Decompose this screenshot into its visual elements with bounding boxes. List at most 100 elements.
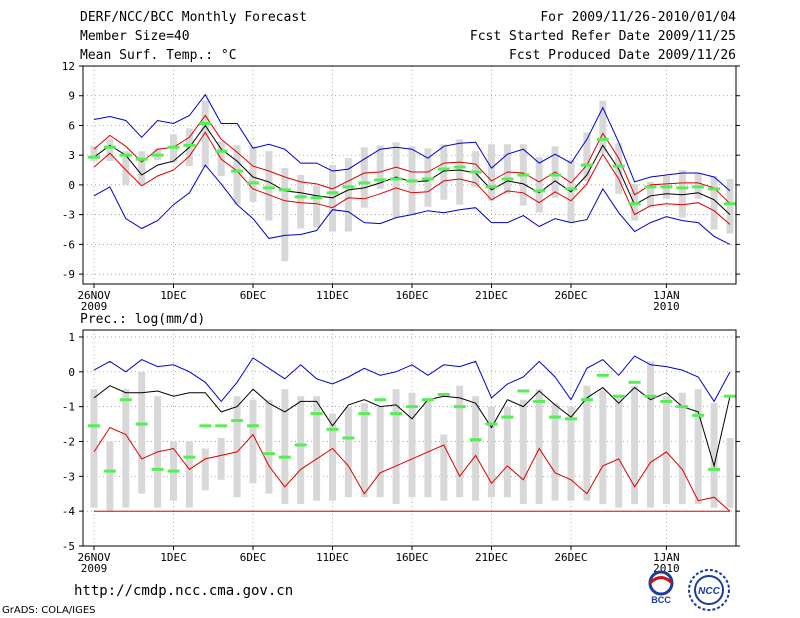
variable-label: Mean Surf. Temp.: °C — [80, 48, 237, 63]
median-marker — [533, 399, 546, 403]
spread-bar — [138, 371, 146, 494]
median-marker — [103, 145, 116, 149]
median-marker — [612, 394, 625, 398]
x-tick-label: 1DEC — [160, 551, 187, 564]
median-marker — [421, 177, 434, 181]
spread-bar — [185, 441, 193, 508]
median-marker — [644, 185, 657, 189]
spread-bar — [249, 399, 257, 484]
x-tick-label: 11DEC — [316, 289, 349, 302]
plot-frame — [82, 329, 737, 547]
spread-bar — [662, 396, 670, 505]
spread-bar — [329, 413, 336, 501]
spread-bar — [440, 144, 448, 200]
median-marker — [183, 143, 196, 147]
median-marker — [262, 452, 275, 456]
forecast-produced: Fcst Produced Date 2009/11/26 — [509, 48, 736, 63]
median-marker — [692, 413, 705, 417]
median-marker — [390, 412, 403, 416]
median-marker — [533, 189, 546, 193]
ncc-logo-text: NCC — [698, 586, 720, 597]
spread-bar — [503, 144, 511, 194]
spread-bar — [344, 406, 352, 498]
median-marker — [406, 179, 418, 183]
bcc-logo: BCC — [648, 570, 674, 605]
y-tick-label: 1 — [68, 331, 75, 344]
y-tick-label: 12 — [62, 60, 75, 73]
spread-bar — [122, 389, 130, 508]
median-marker — [628, 380, 641, 384]
grads-credit: GrADS: COLA/IGES — [2, 605, 96, 616]
bcc-logo-text: BCC — [651, 595, 671, 605]
median-marker — [278, 455, 291, 459]
median-marker — [342, 436, 355, 440]
forecast-started: Fcst Started Refer Date 2009/11/25 — [469, 29, 736, 44]
spread-bar — [138, 151, 146, 185]
median-marker — [151, 467, 164, 471]
median-marker — [247, 181, 259, 185]
spread-bar — [313, 396, 321, 501]
median-marker — [580, 398, 593, 402]
series-line-upper — [93, 93, 731, 192]
spread-bar — [217, 438, 225, 480]
median-marker — [549, 415, 562, 419]
x-tick-label: 16DEC — [395, 551, 428, 564]
x-tick-label: 21DEC — [475, 551, 508, 564]
spread-bar — [265, 399, 273, 494]
median-marker — [708, 187, 721, 191]
median-marker — [151, 153, 164, 157]
spread-bar — [201, 448, 209, 491]
spread-bar — [440, 434, 448, 501]
x-tick-label: 6DEC — [240, 551, 267, 564]
y-tick-label: -5 — [62, 540, 75, 553]
x-tick-label: 26NOV — [77, 289, 110, 302]
series-line-p10 — [93, 426, 731, 512]
median-marker — [501, 177, 514, 181]
median-marker — [358, 181, 371, 185]
y-tick-label: -3 — [62, 470, 75, 483]
source-url[interactable]: http://cmdp.ncc.cma.gov.cn — [74, 583, 294, 599]
median-marker — [485, 422, 498, 426]
precip-title: Prec.: log(mm/d) — [80, 312, 205, 327]
median-marker — [310, 412, 323, 416]
x-tick-label: 26NOV — [77, 551, 110, 564]
spread-bar — [710, 403, 718, 508]
spread-bar — [424, 399, 432, 498]
spread-bar — [615, 396, 623, 508]
median-marker — [88, 155, 100, 159]
median-marker — [135, 157, 148, 161]
spread-bar — [551, 403, 559, 501]
median-marker — [374, 398, 387, 402]
y-tick-label: -1 — [62, 401, 75, 414]
median-marker — [88, 424, 100, 428]
median-marker — [310, 196, 323, 200]
y-tick-label: -2 — [62, 435, 75, 448]
spread-bar — [678, 392, 686, 505]
median-marker — [358, 412, 371, 416]
spread-bar — [647, 181, 654, 208]
median-marker — [469, 170, 482, 174]
median-marker — [453, 165, 466, 169]
series-line-upper — [93, 355, 731, 403]
median-marker — [517, 173, 530, 177]
y-tick-label: 0 — [68, 366, 75, 379]
spread-bar — [233, 145, 241, 205]
spread-bar — [583, 132, 591, 181]
median-marker — [612, 164, 625, 168]
spread-bar — [201, 100, 209, 168]
y-tick-label: 6 — [68, 119, 75, 132]
spread-bar — [535, 389, 543, 505]
spread-bar — [519, 399, 527, 505]
median-marker — [215, 149, 228, 153]
median-marker — [469, 438, 482, 442]
spread-bar — [281, 168, 289, 262]
median-marker — [183, 455, 196, 459]
spread-bar — [535, 157, 543, 213]
median-marker — [565, 187, 577, 191]
x-tick-label: 26DEC — [554, 289, 587, 302]
spread-bar — [488, 406, 495, 498]
x-tick-year: 2009 — [81, 300, 108, 313]
median-marker — [580, 163, 593, 167]
y-tick-label: -6 — [62, 238, 75, 251]
